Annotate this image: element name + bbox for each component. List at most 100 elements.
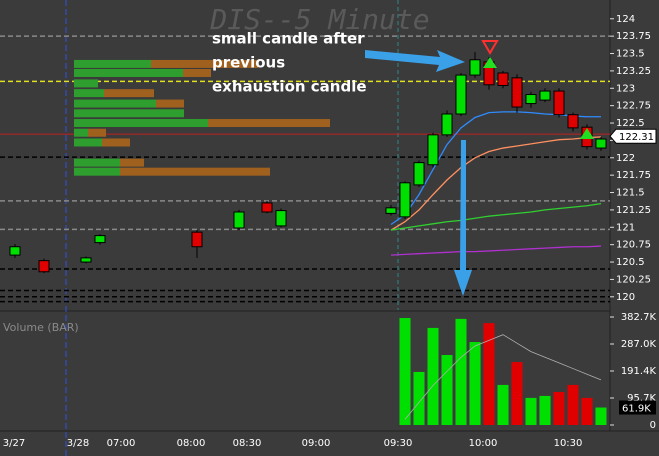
- candle-body: [385, 207, 397, 214]
- profile-sell: [104, 89, 154, 98]
- volume-bar: [483, 323, 495, 425]
- profile-buy: [74, 89, 104, 98]
- current-volume-box: [619, 400, 656, 415]
- profile-buy: [74, 68, 183, 77]
- candle-body: [413, 162, 425, 186]
- volume-bar: [413, 371, 425, 425]
- profile-buy: [74, 79, 98, 88]
- candle-body: [261, 202, 273, 213]
- candle-body: [441, 113, 453, 136]
- profile-sell: [120, 158, 144, 167]
- x-tick-label: 10:30: [554, 438, 583, 449]
- indicator-line: [390, 136, 602, 231]
- profile-buy: [74, 167, 120, 176]
- y-tick-label: 122.5: [616, 118, 645, 129]
- candle-body: [191, 231, 203, 248]
- y-tick-label: 95.7K: [627, 393, 656, 404]
- annotation: small candle after: [212, 30, 365, 48]
- y-tick-label: 124: [616, 14, 635, 25]
- buy-signal: [483, 57, 497, 68]
- candle-body: [233, 211, 245, 229]
- profile-buy: [74, 109, 184, 118]
- y-tick-label: 191.4K: [621, 366, 657, 377]
- profile-buy: [74, 99, 156, 108]
- profile-buy: [74, 119, 208, 128]
- arrow: [454, 140, 472, 296]
- volume-bar: [441, 355, 453, 425]
- x-tick-label: 07:00: [107, 438, 136, 449]
- candle-body: [567, 114, 579, 129]
- y-tick-label: 0: [650, 420, 656, 431]
- candle-body: [399, 182, 411, 218]
- candle-body: [469, 59, 481, 76]
- indicator-line: [390, 111, 601, 226]
- chart-title: DIS--5 Minute: [209, 3, 429, 36]
- candle-body: [455, 74, 467, 115]
- indicator-line: [390, 245, 602, 256]
- plot: 120 120.25 120.5 120.75 121 121.25 121.5 121.75…: [0, 14, 657, 449]
- annotation: exhaustion candle: [212, 78, 367, 96]
- y-tick-label: 122: [616, 153, 635, 164]
- annotation: previous: [212, 54, 285, 72]
- volume-bar: [553, 391, 565, 425]
- candle-body: [94, 235, 106, 244]
- panel-title: Volume (BAR): [3, 321, 79, 334]
- volume-bar: [469, 342, 481, 425]
- y-tick-label: 123.5: [616, 49, 645, 60]
- y-tick-label: 123.75: [616, 31, 651, 42]
- y-tick-label: 123: [616, 83, 635, 94]
- volume-bar: [511, 362, 523, 425]
- volume-bar: [567, 384, 579, 425]
- y-tick-label: 121.25: [616, 205, 651, 216]
- candle-body: [539, 90, 551, 101]
- candle-body: [9, 246, 21, 256]
- y-tick-label: 121.75: [616, 170, 651, 181]
- y-tick-label: 123.25: [616, 66, 651, 77]
- volume-bar: [399, 318, 411, 425]
- current-price-box: [609, 128, 657, 144]
- sell-signal: [481, 40, 499, 55]
- y-tick-label: 287.0K: [621, 339, 657, 350]
- x-tick-label: 08:30: [233, 438, 262, 449]
- profile-sell: [151, 59, 258, 68]
- volume-bar: [455, 318, 467, 425]
- volume-bar: [525, 397, 537, 425]
- candle-body: [553, 90, 565, 116]
- profile-sell: [88, 128, 106, 137]
- volume-bar: [427, 327, 439, 425]
- profile-sell: [183, 68, 211, 77]
- x-tick-label: 09:30: [384, 438, 413, 449]
- profile-buy: [74, 158, 120, 167]
- volume-bar: [581, 397, 593, 425]
- profile-sell: [120, 167, 270, 176]
- candle-body: [511, 77, 523, 108]
- indicator-line: [390, 203, 602, 231]
- profile-buy: [74, 138, 102, 147]
- current-volume: 61.9K: [622, 404, 651, 415]
- x-tick-label: 3/27: [3, 438, 25, 449]
- y-tick-label: 120.25: [616, 274, 651, 285]
- profile-buy: [74, 128, 88, 137]
- profile-sell: [156, 99, 184, 108]
- candle-body: [427, 134, 439, 166]
- candle-body: [38, 260, 50, 273]
- y-tick-label: 122.75: [616, 101, 651, 112]
- volume-bar: [497, 384, 509, 425]
- volume-bar: [539, 395, 551, 425]
- x-tick-label: 10:00: [469, 438, 498, 449]
- candle-body: [595, 138, 607, 149]
- y-tick-label: 121: [616, 222, 635, 233]
- profile-sell: [102, 138, 130, 147]
- x-tick-label: 09:00: [302, 438, 331, 449]
- volume-bar: [595, 407, 607, 425]
- candle-body: [80, 257, 92, 263]
- y-tick-label: 120: [616, 292, 635, 303]
- x-tick-label: 3/28: [67, 438, 89, 449]
- y-tick-label: 121.5: [616, 188, 645, 199]
- profile-buy: [74, 59, 151, 68]
- y-tick-label: 120.75: [616, 240, 651, 251]
- candle-body: [525, 94, 537, 105]
- y-tick-label: 382.7K: [621, 312, 657, 323]
